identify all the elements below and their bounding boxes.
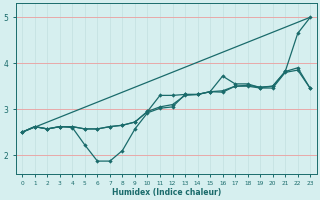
X-axis label: Humidex (Indice chaleur): Humidex (Indice chaleur) (112, 188, 221, 197)
